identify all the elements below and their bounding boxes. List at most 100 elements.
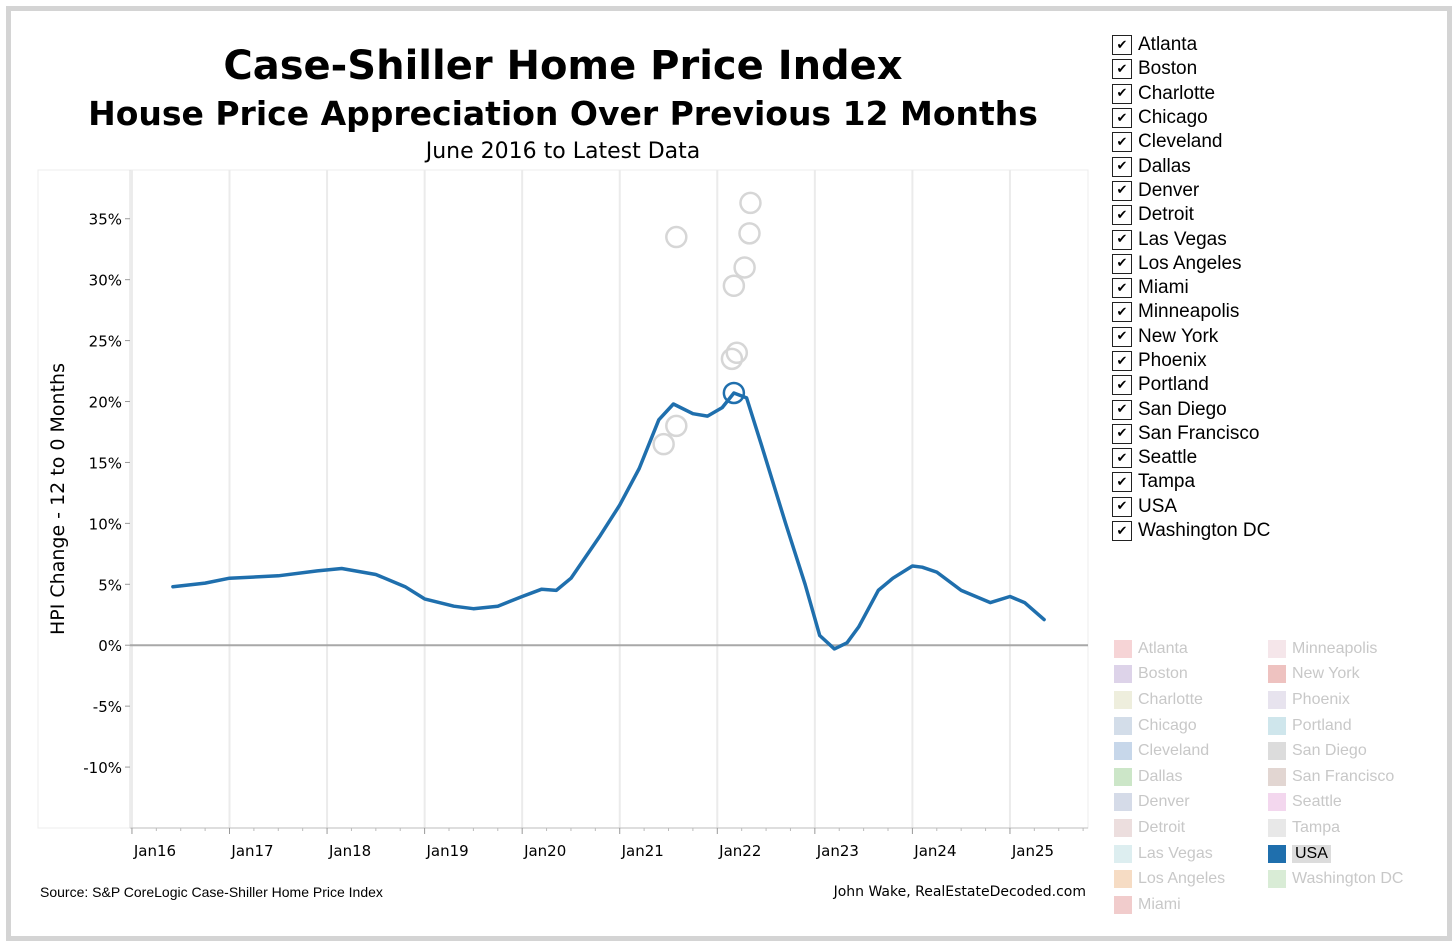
legend-swatch: [1114, 742, 1132, 761]
legend-label: Denver: [1138, 793, 1190, 811]
x-tick-label: Jan20: [523, 842, 566, 860]
filter-item-las-vegas[interactable]: ✔ Las Vegas: [1112, 227, 1412, 251]
legend-label: Seattle: [1292, 793, 1342, 811]
legend-label: New York: [1292, 665, 1360, 683]
legend-item-denver[interactable]: Denver: [1114, 790, 1225, 816]
checkbox-checked-icon[interactable]: ✔: [1112, 156, 1132, 177]
checkbox-checked-icon[interactable]: ✔: [1112, 302, 1132, 323]
legend-swatch: [1114, 665, 1132, 684]
legend-item-portland[interactable]: Portland: [1268, 713, 1403, 739]
legend-item-tampa[interactable]: Tampa: [1268, 815, 1403, 841]
peak-marker: [725, 341, 749, 365]
filter-item-atlanta[interactable]: ✔ Atlanta: [1112, 33, 1412, 57]
checkbox-checked-icon[interactable]: ✔: [1112, 521, 1132, 542]
filter-item-dallas[interactable]: ✔ Dallas: [1112, 154, 1412, 178]
checkbox-checked-icon[interactable]: ✔: [1112, 326, 1132, 347]
legend-swatch: [1114, 639, 1132, 658]
x-tick-label: Jan18: [328, 842, 371, 860]
legend-item-atlanta[interactable]: Atlanta: [1114, 636, 1225, 662]
legend-item-charlotte[interactable]: Charlotte: [1114, 687, 1225, 713]
checkbox-checked-icon[interactable]: ✔: [1112, 59, 1132, 80]
filter-item-usa[interactable]: ✔ USA: [1112, 495, 1412, 519]
filter-item-denver[interactable]: ✔ Denver: [1112, 179, 1412, 203]
checkbox-checked-icon[interactable]: ✔: [1112, 399, 1132, 420]
filter-item-seattle[interactable]: ✔ Seattle: [1112, 446, 1412, 470]
peak-marker: [739, 191, 762, 215]
filter-item-label: Charlotte: [1138, 82, 1216, 104]
checkbox-checked-icon[interactable]: ✔: [1112, 253, 1132, 274]
legend-item-minneapolis[interactable]: Minneapolis: [1268, 636, 1403, 662]
y-tick-label: -10%: [83, 759, 122, 777]
filter-item-cleveland[interactable]: ✔ Cleveland: [1112, 130, 1412, 154]
filter-item-los-angeles[interactable]: ✔ Los Angeles: [1112, 252, 1412, 276]
checkbox-checked-icon[interactable]: ✔: [1112, 205, 1132, 226]
y-tick-label: 30%: [89, 272, 122, 290]
legend-item-los-angeles[interactable]: Los Angeles: [1114, 866, 1225, 892]
legend-swatch: [1268, 870, 1286, 889]
legend-swatch: [1268, 818, 1286, 837]
y-tick-label: -5%: [93, 698, 122, 716]
filter-item-label: Washington DC: [1138, 520, 1271, 542]
filter-item-san-francisco[interactable]: ✔ San Francisco: [1112, 422, 1412, 446]
legend-swatch: [1114, 767, 1132, 786]
legend-item-usa[interactable]: USA: [1268, 841, 1403, 867]
legend-item-washington-dc[interactable]: Washington DC: [1268, 866, 1403, 892]
filter-item-charlotte[interactable]: ✔ Charlotte: [1112, 82, 1412, 106]
chart-subtitle: House Price Appreciation Over Previous 1…: [88, 94, 1038, 133]
checkbox-checked-icon[interactable]: ✔: [1112, 278, 1132, 299]
peak-marker: [722, 274, 746, 298]
filter-item-boston[interactable]: ✔ Boston: [1112, 57, 1412, 81]
legend-label: Detroit: [1138, 818, 1186, 836]
legend-item-phoenix[interactable]: Phoenix: [1268, 687, 1403, 713]
legend-item-cleveland[interactable]: Cleveland: [1114, 738, 1225, 764]
legend-swatch: [1268, 665, 1286, 684]
filter-item-new-york[interactable]: ✔ New York: [1112, 325, 1412, 349]
filter-item-portland[interactable]: ✔ Portland: [1112, 373, 1412, 397]
legend-item-boston[interactable]: Boston: [1114, 662, 1225, 688]
checkbox-checked-icon[interactable]: ✔: [1112, 83, 1132, 104]
legend-item-new-york[interactable]: New York: [1268, 662, 1403, 688]
legend-item-detroit[interactable]: Detroit: [1114, 815, 1225, 841]
checkbox-checked-icon[interactable]: ✔: [1112, 496, 1132, 517]
legend-item-chicago[interactable]: Chicago: [1114, 713, 1225, 739]
legend-item-miami[interactable]: Miami: [1114, 892, 1225, 918]
legend-item-san-diego[interactable]: San Diego: [1268, 738, 1403, 764]
checkbox-checked-icon[interactable]: ✔: [1112, 423, 1132, 444]
filter-item-label: Portland: [1138, 374, 1209, 396]
checkbox-checked-icon[interactable]: ✔: [1112, 132, 1132, 153]
checkbox-checked-icon[interactable]: ✔: [1112, 472, 1132, 493]
legend-item-las-vegas[interactable]: Las Vegas: [1114, 841, 1225, 867]
legend-swatch: [1268, 793, 1286, 812]
legend-item-dallas[interactable]: Dallas: [1114, 764, 1225, 790]
filter-item-label: San Francisco: [1138, 422, 1260, 444]
filter-item-detroit[interactable]: ✔ Detroit: [1112, 203, 1412, 227]
x-tick-label: Jan19: [426, 842, 469, 860]
peak-marker: [665, 414, 688, 438]
checkbox-checked-icon[interactable]: ✔: [1112, 180, 1132, 201]
checkbox-checked-icon[interactable]: ✔: [1112, 375, 1132, 396]
filter-item-label: Seattle: [1138, 447, 1198, 469]
checkbox-checked-icon[interactable]: ✔: [1112, 351, 1132, 371]
legend-label: San Diego: [1292, 742, 1367, 760]
checkbox-checked-icon[interactable]: ✔: [1112, 108, 1132, 129]
peak-marker: [665, 225, 688, 249]
plot-area: [37, 169, 1089, 829]
legend-swatch: [1268, 639, 1286, 658]
legend-item-seattle[interactable]: Seattle: [1268, 790, 1403, 816]
filter-item-miami[interactable]: ✔ Miami: [1112, 276, 1412, 300]
x-tick-label: Jan23: [816, 842, 859, 860]
legend-item-san-francisco[interactable]: San Francisco: [1268, 764, 1403, 790]
x-tick-label: Jan24: [913, 842, 956, 860]
checkbox-checked-icon[interactable]: ✔: [1112, 35, 1132, 56]
filter-item-label: New York: [1138, 325, 1219, 347]
checkbox-checked-icon[interactable]: ✔: [1112, 229, 1132, 250]
y-tick-label: 25%: [89, 333, 122, 351]
filter-item-washington-dc[interactable]: ✔ Washington DC: [1112, 519, 1412, 543]
checkbox-checked-icon[interactable]: ✔: [1112, 448, 1132, 469]
filter-item-phoenix[interactable]: ✔ Phoenix: [1112, 349, 1412, 373]
series-line-usa: [171, 391, 1046, 651]
filter-item-san-diego[interactable]: ✔ San Diego: [1112, 397, 1412, 421]
filter-item-chicago[interactable]: ✔ Chicago: [1112, 106, 1412, 130]
filter-item-minneapolis[interactable]: ✔ Minneapolis: [1112, 300, 1412, 324]
filter-item-tampa[interactable]: ✔ Tampa: [1112, 470, 1412, 494]
